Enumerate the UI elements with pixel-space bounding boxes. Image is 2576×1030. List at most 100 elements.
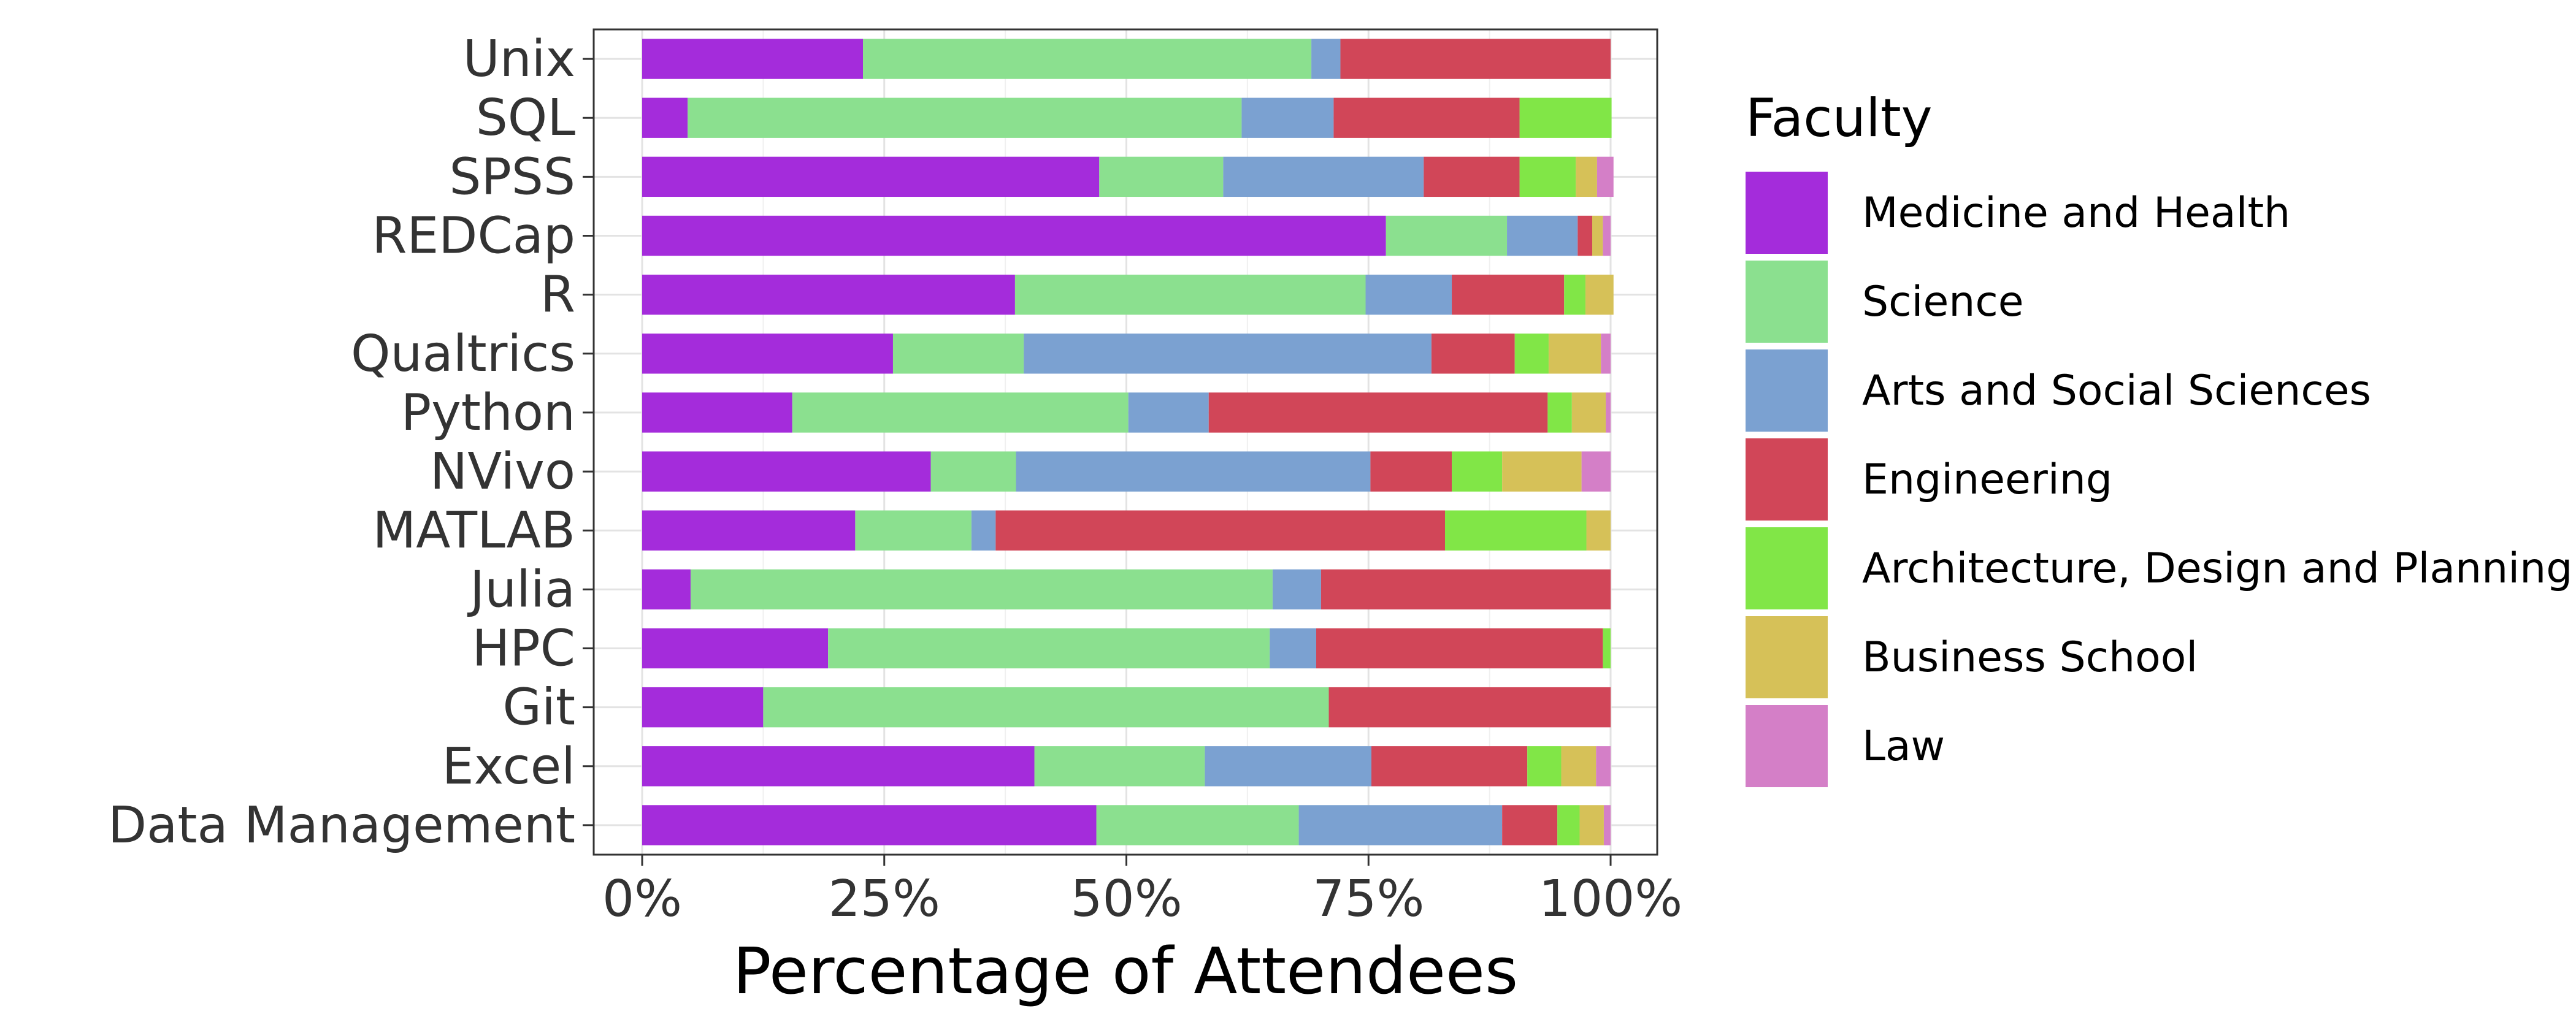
legend-label: Arts and Social Sciences [1862, 367, 2371, 415]
bar-segment [1452, 274, 1565, 315]
bar-segment [642, 628, 829, 669]
bar-group-r [642, 274, 1614, 315]
y-tick-label: Git [503, 679, 575, 737]
legend-label: Engineering [1862, 456, 2112, 504]
y-tick-label: MATLAB [373, 502, 575, 560]
y-tick-label: REDCap [372, 207, 575, 265]
bar-group-unix [642, 39, 1611, 79]
y-tick-label: HPC [472, 620, 575, 678]
bar-segment [642, 334, 893, 374]
bar-segment [1333, 97, 1520, 138]
bar-segment [642, 805, 1097, 845]
bar-segment [642, 392, 792, 433]
bars [642, 39, 1614, 845]
bar-segment [1431, 334, 1515, 374]
bar-segment [1208, 392, 1548, 433]
bar-group-data-management [642, 805, 1611, 845]
legend-swatch [1746, 438, 1828, 521]
bar-segment [792, 392, 1129, 433]
bar-segment [1024, 334, 1432, 374]
legend-swatch [1746, 616, 1828, 698]
bar-segment [1502, 451, 1582, 492]
bar-segment [1507, 215, 1578, 256]
bar-segment [642, 569, 691, 610]
bar-segment [642, 687, 764, 728]
x-axis: 0% 25% 50% 75% 100% [602, 855, 1682, 928]
x-axis-title: Percentage of Attendees [733, 934, 1518, 1009]
bar-segment [1576, 156, 1597, 197]
legend-label: Medicine and Health [1862, 189, 2290, 237]
bar-segment [1298, 805, 1503, 845]
bar-segment [1579, 805, 1604, 845]
bar-segment [642, 156, 1100, 197]
bar-group-git [642, 687, 1611, 728]
legend-title: Faculty [1746, 88, 1933, 149]
bar-segment [930, 451, 1016, 492]
bar-segment [1561, 746, 1597, 787]
bar-segment [1444, 510, 1587, 551]
bar-segment [1014, 274, 1366, 315]
bar-segment [763, 687, 1329, 728]
bar-segment [1519, 97, 1612, 138]
bar-segment [1603, 805, 1611, 845]
bar-segment [1223, 156, 1424, 197]
bar-segment [1527, 746, 1562, 787]
bar-segment [1241, 97, 1334, 138]
legend-swatch [1746, 261, 1828, 343]
bar-segment [1514, 334, 1549, 374]
bar-segment [690, 569, 1273, 610]
y-axis: UnixSQLSPSSREDCapRQualtricsPythonNVivoMA… [108, 30, 594, 855]
bar-segment [1311, 39, 1341, 79]
y-tick-label: Python [401, 384, 575, 442]
legend-swatch [1746, 172, 1828, 254]
bar-group-hpc [642, 628, 1611, 669]
bar-group-spss [642, 156, 1614, 197]
legend-label: Architecture, Design and Planning [1862, 544, 2572, 593]
bar-group-redcap [642, 215, 1611, 256]
bar-segment [642, 451, 931, 492]
bar-segment [971, 510, 996, 551]
bar-segment [1424, 156, 1520, 197]
bar-segment [1603, 628, 1611, 669]
bar-segment [1577, 215, 1592, 256]
bar-segment [688, 97, 1242, 138]
bar-segment [642, 97, 688, 138]
y-tick-label: Data Management [108, 796, 575, 855]
bar-segment [1321, 569, 1611, 610]
bar-segment [1096, 805, 1299, 845]
bar-segment [1596, 746, 1611, 787]
x-tick-label: 75% [1313, 870, 1424, 928]
y-tick-label: Qualtrics [351, 325, 575, 383]
bar-segment [1606, 392, 1611, 433]
bar-group-julia [642, 569, 1611, 610]
bar-segment [642, 274, 1015, 315]
bar-segment [642, 39, 864, 79]
bar-segment [1205, 746, 1371, 787]
bar-segment [1548, 334, 1601, 374]
bar-segment [1316, 628, 1603, 669]
bar-segment [1557, 805, 1580, 845]
y-tick-label: SPSS [449, 148, 575, 206]
bar-segment [995, 510, 1445, 551]
bar-segment [1601, 334, 1611, 374]
bar-segment [1592, 215, 1603, 256]
bar-segment [1564, 274, 1585, 315]
bar-group-nvivo [642, 451, 1611, 492]
bar-segment [1547, 392, 1572, 433]
legend-label: Science [1862, 278, 2024, 326]
bar-segment [1603, 215, 1611, 256]
bar-segment [1016, 451, 1371, 492]
legend-swatch [1746, 349, 1828, 432]
x-tick-label: 100% [1539, 870, 1682, 928]
bar-segment [855, 510, 972, 551]
bar-segment [1128, 392, 1209, 433]
bar-segment [1365, 274, 1452, 315]
bar-segment [1585, 274, 1614, 315]
bar-segment [863, 39, 1312, 79]
bar-segment [1586, 510, 1611, 551]
bar-group-python [642, 392, 1611, 433]
bar-segment [1581, 451, 1611, 492]
bar-segment [642, 215, 1386, 256]
bar-group-excel [642, 746, 1611, 787]
